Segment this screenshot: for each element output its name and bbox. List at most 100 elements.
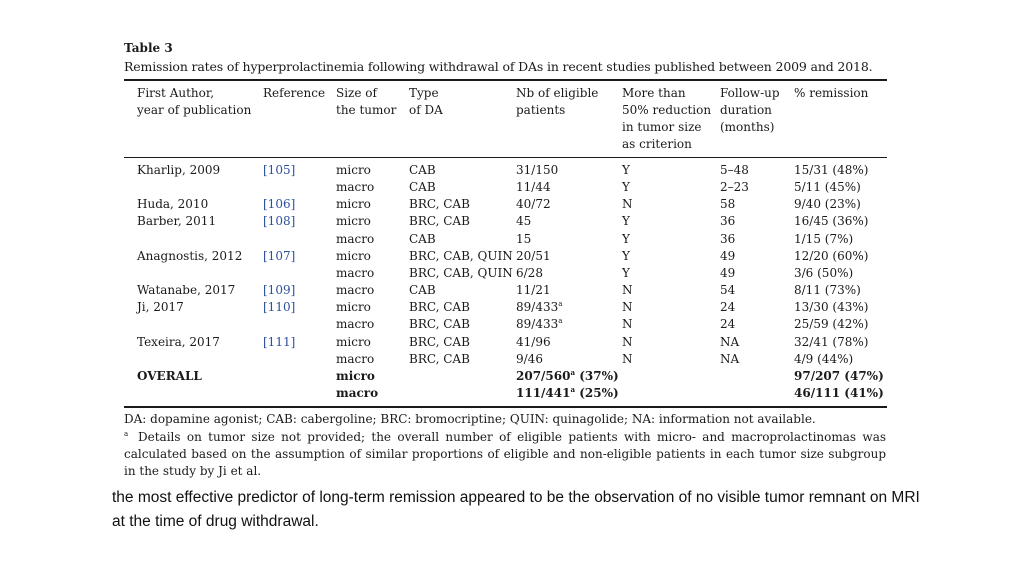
cell-nb-value: 9/46: [516, 351, 543, 366]
column-header-line: % remission: [794, 86, 869, 100]
table-row: macro BRC, CAB 89/433a N 24 25/59 (42%): [0, 316, 1024, 333]
cell-fu: 58: [720, 197, 736, 212]
cell-type: BRC, CAB: [409, 334, 470, 349]
column-header-ref: Reference: [263, 85, 325, 102]
cell-more: N: [622, 197, 633, 212]
cell-more: Y: [622, 180, 630, 195]
cell-more: Y: [622, 214, 630, 229]
slide-body-text: the most effective predictor of long-ter…: [112, 489, 920, 530]
cell-size: micro: [336, 197, 371, 212]
cell-fu: NA: [720, 334, 740, 349]
cell-type: BRC, CAB: [409, 300, 470, 315]
column-header-type: Type of DA: [409, 85, 443, 119]
cell-more: N: [622, 283, 633, 298]
cell-size: macro: [336, 317, 375, 332]
column-header-line: (months): [720, 120, 775, 134]
cell-rem: 46/111 (41%): [794, 385, 884, 400]
cell-nb: 6/28: [516, 265, 543, 282]
column-header-line: duration: [720, 103, 772, 117]
cell-nb-percent: (37%): [575, 368, 619, 383]
cell-type: BRC, CAB, QUIN: [409, 248, 513, 263]
cell-rem: 13/30 (43%): [794, 300, 869, 315]
cell-rem: 3/6 (50%): [794, 265, 854, 280]
cell-more: Y: [622, 231, 630, 246]
cell-fu: NA: [720, 351, 740, 366]
table-row: Texeira, 2017 [111] micro BRC, CAB 41/96 N NA 3…: [0, 334, 1024, 351]
cell-size: micro: [336, 248, 371, 263]
cell-fu: 54: [720, 283, 736, 298]
cell-rem: 16/45 (36%): [794, 214, 869, 229]
cell-size: micro: [336, 368, 375, 383]
cell-type: CAB: [409, 163, 436, 177]
cell-nb: 41/96: [516, 334, 551, 351]
table-caption: Remission rates of hyperprolactinemia fo…: [124, 59, 873, 74]
cell-more: Y: [622, 248, 630, 263]
column-header-line: 50% reduction: [622, 103, 712, 117]
cell-ref[interactable]: [107]: [263, 248, 296, 263]
cell-nb: 11/44: [516, 179, 551, 196]
column-header-rem: % remission: [794, 85, 868, 102]
cell-author: Anagnostis, 2012: [137, 248, 243, 263]
cell-rem: 25/59 (42%): [794, 317, 869, 332]
cell-rem: 4/9 (44%): [794, 351, 854, 366]
cell-type: CAB: [409, 231, 436, 246]
table-row: Huda, 2010 [106] micro BRC, CAB 40/72 N 58 9/40…: [0, 196, 1024, 213]
cell-ref[interactable]: [108]: [263, 214, 296, 229]
cell-author: OVERALL: [137, 368, 202, 383]
cell-more: N: [622, 334, 633, 349]
cell-ref[interactable]: [111]: [263, 334, 296, 349]
cell-nb-value: 15: [516, 231, 532, 246]
cell-ref[interactable]: [105]: [263, 163, 296, 177]
cell-type: CAB: [409, 180, 436, 195]
cell-ref[interactable]: [106]: [263, 197, 296, 212]
cell-author: Watanabe, 2017: [137, 283, 236, 298]
cell-more: Y: [622, 163, 630, 177]
cell-more: N: [622, 317, 633, 332]
cell-size: macro: [336, 180, 375, 195]
cell-nb: 207/560a (37%): [516, 368, 619, 385]
cell-more: N: [622, 300, 633, 315]
table-row: Kharlip, 2009 [105] micro CAB 31/150 Y 5–48 15/…: [0, 162, 1024, 179]
cell-nb-value: 207/560: [516, 368, 571, 383]
cell-fu: 5–48: [720, 163, 749, 177]
footnote-mark: a: [570, 384, 576, 394]
cell-fu: 36: [720, 214, 736, 229]
cell-nb: 111/441a (25%): [516, 385, 619, 402]
cell-rem: 8/11 (73%): [794, 283, 861, 298]
cell-author: Ji, 2017: [137, 300, 184, 315]
column-header-line: Follow-up: [720, 86, 780, 100]
cell-author: Huda, 2010: [137, 197, 209, 212]
table-row: macro BRC, CAB 9/46 N NA 4/9 (44%): [0, 351, 1024, 368]
cell-ref[interactable]: [110]: [263, 300, 296, 315]
column-header-line: Size of: [336, 86, 377, 100]
cell-nb-value: 89/433: [516, 317, 559, 332]
table-row: Ji, 2017 [110] micro BRC, CAB 89/433a N 24 13/3…: [0, 299, 1024, 316]
cell-fu: 24: [720, 300, 736, 315]
cell-type: BRC, CAB: [409, 351, 470, 366]
cell-fu: 49: [720, 248, 736, 263]
cell-nb-value: 45: [516, 214, 532, 229]
cell-type: BRC, CAB: [409, 317, 470, 332]
cell-nb-value: 41/96: [516, 334, 551, 349]
cell-rem: 5/11 (45%): [794, 180, 861, 195]
cell-fu: 36: [720, 231, 736, 246]
cell-nb: 9/46: [516, 351, 543, 368]
table-row: macro CAB 11/44 Y 2–23 5/11 (45%): [0, 179, 1024, 196]
cell-nb-value: 40/72: [516, 197, 551, 212]
cell-ref[interactable]: [109]: [263, 283, 296, 298]
cell-type: BRC, CAB, QUIN: [409, 265, 513, 280]
cell-fu: 49: [720, 265, 736, 280]
table-row: macro CAB 15 Y 36 1/15 (7%): [0, 231, 1024, 248]
cell-size: macro: [336, 283, 375, 298]
cell-rem: 15/31 (48%): [794, 163, 869, 177]
cell-size: micro: [336, 300, 371, 315]
column-header-author: First Author, year of publication: [137, 85, 251, 119]
cell-rem: 9/40 (23%): [794, 197, 861, 212]
column-header-nb: Nb of eligible patients: [516, 85, 598, 119]
cell-fu: 2–23: [720, 180, 749, 195]
cell-nb-value: 89/433: [516, 300, 559, 315]
footnote-mark: a: [558, 317, 563, 326]
cell-nb-value: 31/150: [516, 163, 559, 177]
cell-size: micro: [336, 334, 371, 349]
cell-nb: 11/21: [516, 282, 551, 299]
